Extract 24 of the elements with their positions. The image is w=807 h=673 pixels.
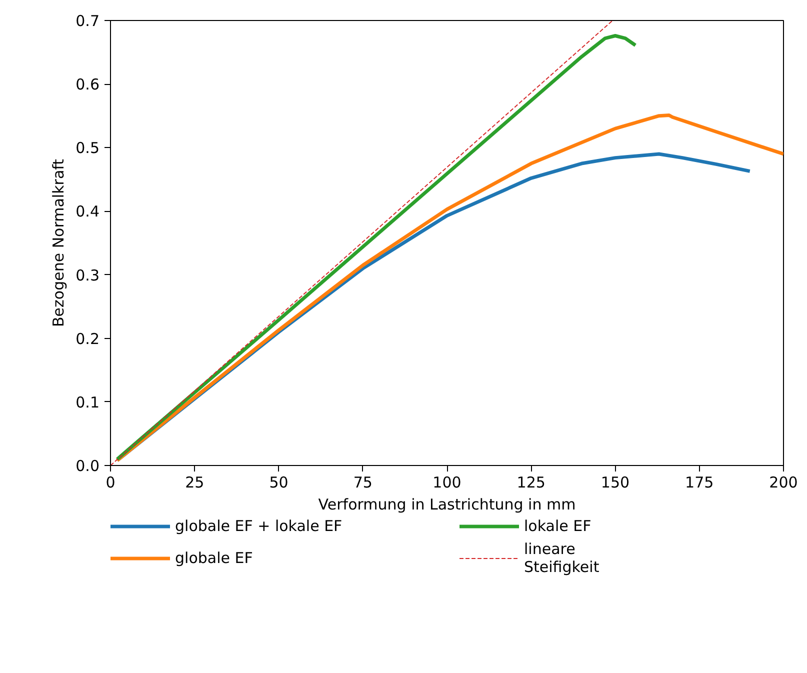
y-tick-label: 0.4 bbox=[76, 202, 100, 221]
x-tick-label: 150 bbox=[600, 474, 630, 492]
y-tick-label: 0.3 bbox=[76, 266, 100, 284]
x-tick-label: 175 bbox=[685, 474, 714, 492]
legend-label: globale EF + lokale EF bbox=[175, 517, 344, 535]
x-tick-label: 200 bbox=[769, 474, 798, 492]
x-tick-label: 75 bbox=[353, 474, 372, 492]
y-tick-label: 0.1 bbox=[76, 393, 100, 412]
x-tick-label: 0 bbox=[106, 474, 116, 492]
legend-label: lineare Steifigkeit bbox=[524, 540, 600, 576]
x-tick-label: 25 bbox=[185, 474, 204, 492]
x-tick-label: 100 bbox=[432, 474, 462, 492]
y-tick-label: 0.7 bbox=[76, 12, 100, 30]
legend-label: lokale EF bbox=[524, 517, 592, 535]
x-tick-label: 50 bbox=[269, 474, 288, 492]
y-axis-title: Bezogene Normalkraft bbox=[50, 158, 68, 328]
y-tick-label: 0.2 bbox=[76, 330, 100, 348]
legend-label: globale EF bbox=[175, 549, 254, 567]
x-axis-title: Verformung in Lastrichtung in mm bbox=[318, 496, 576, 514]
line-series bbox=[115, 113, 784, 462]
y-tick-label: 0.6 bbox=[76, 76, 100, 94]
y-tick-label: 0.5 bbox=[76, 139, 100, 158]
y-tick-label: 0.0 bbox=[76, 457, 100, 475]
x-tick-label: 125 bbox=[516, 474, 546, 492]
